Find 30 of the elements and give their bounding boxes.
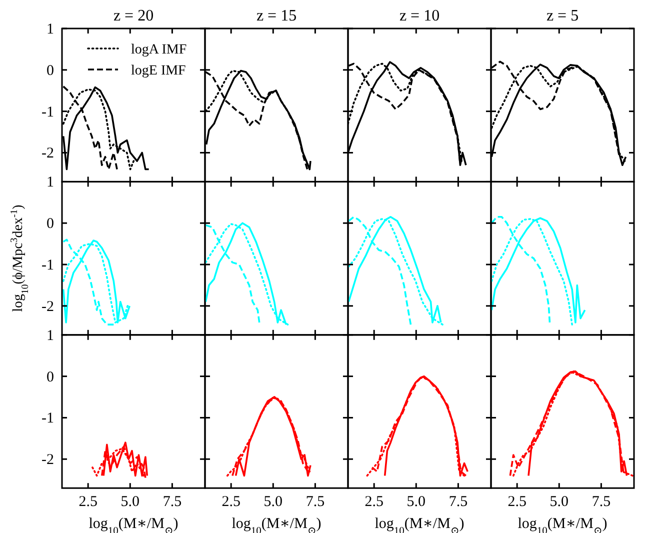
chart-title: z = 10 <box>399 8 440 24</box>
y-tick-label: 0 <box>46 62 54 79</box>
legend-label: logE IMF <box>131 64 186 78</box>
y-tick-label: 0 <box>46 369 54 386</box>
y-tick-label: -2 <box>42 146 54 162</box>
y-tick-label: 1 <box>46 22 54 38</box>
x-tick-label: 7.5 <box>306 494 325 510</box>
y-tick-label: -1 <box>42 258 54 274</box>
chart-title: z = 5 <box>546 8 579 24</box>
y-tick-label: -2 <box>42 452 54 468</box>
y-tick-label: -1 <box>42 104 54 120</box>
x-tick-label: 7.5 <box>162 494 182 510</box>
x-tick-label: 2.5 <box>508 494 526 510</box>
legend-label: logA IMF <box>131 42 187 58</box>
y-tick-label: 1 <box>46 174 54 191</box>
x-tick-label: 2.5 <box>78 494 98 510</box>
x-tick-label: 5.0 <box>406 494 426 510</box>
x-tick-label: 5.0 <box>120 494 140 510</box>
x-tick-label: 2.5 <box>364 494 384 510</box>
x-tick-label: 5.0 <box>550 494 569 510</box>
y-tick-label: -1 <box>42 410 54 427</box>
chart-title: z = 20 <box>113 8 154 24</box>
x-tick-label: 5.0 <box>264 494 283 510</box>
y-tick-label: 1 <box>46 328 54 344</box>
chart-title: z = 15 <box>256 8 297 24</box>
x-tick-label: 7.5 <box>592 494 611 510</box>
y-tick-label: -2 <box>42 298 54 315</box>
x-tick-label: 2.5 <box>222 494 240 510</box>
x-tick-label: 7.5 <box>448 494 468 510</box>
y-tick-label: 0 <box>46 216 54 232</box>
